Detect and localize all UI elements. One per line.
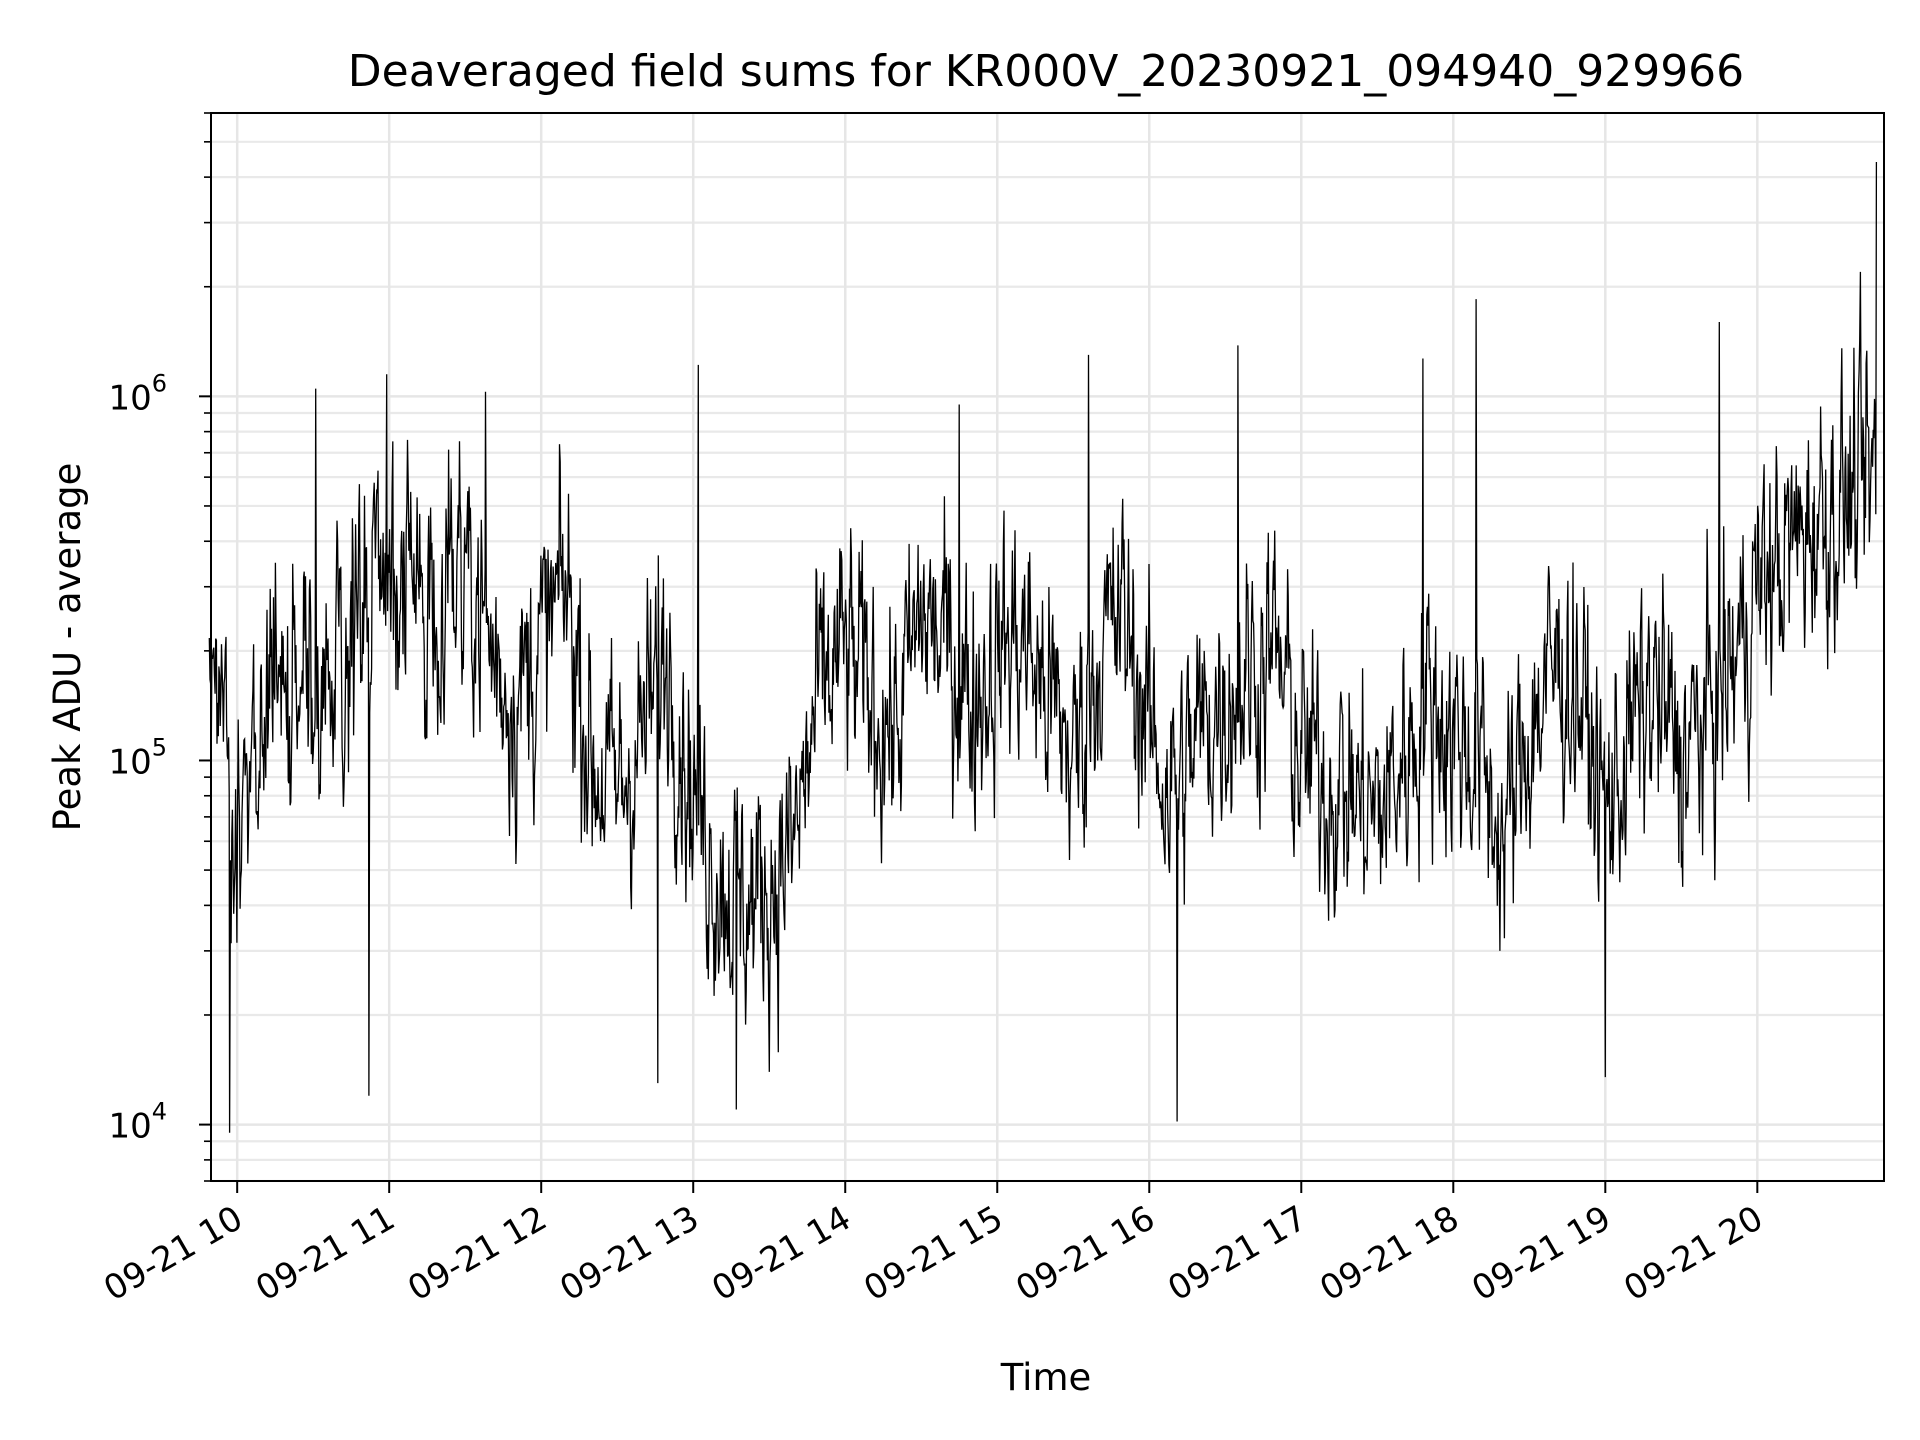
x-axis-label: Time [1000,1356,1092,1399]
y-tick-exponent: 6 [152,369,167,397]
y-tick-exponent: 5 [152,733,167,761]
y-tick-exponent: 4 [152,1098,167,1126]
chart-title: Deaveraged field sums for KR000V_2023092… [348,46,1744,97]
series-line [208,161,1878,1133]
plot-frame [210,112,1885,1182]
series-group [208,161,1878,1133]
y-axis-label: Peak ADU - average [46,463,89,832]
